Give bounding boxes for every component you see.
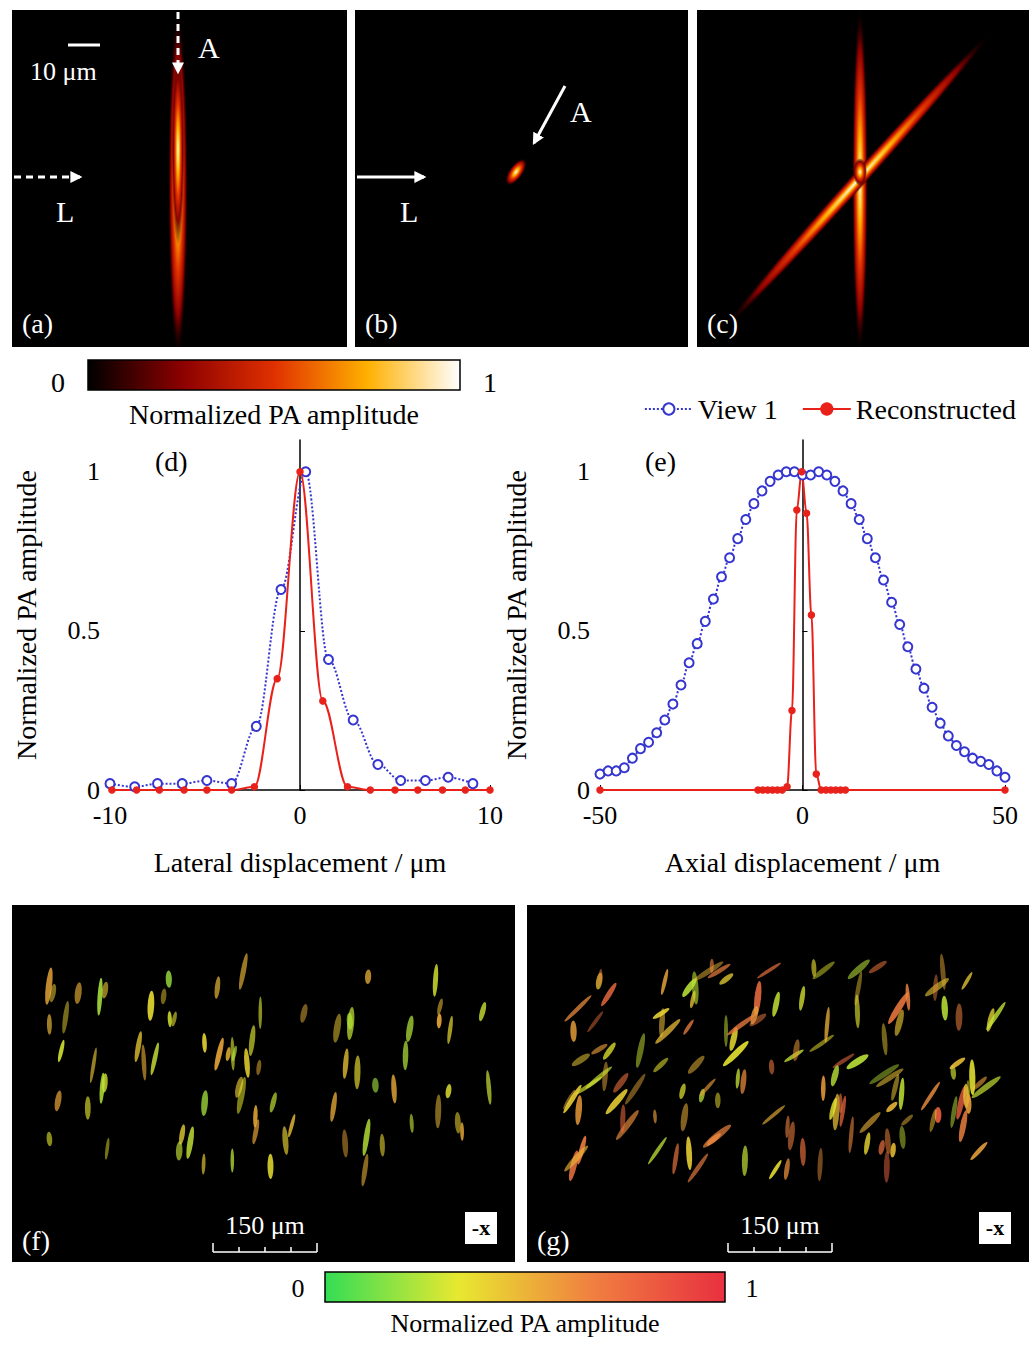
svg-text:(f): (f) xyxy=(22,1225,50,1256)
svg-text:0: 0 xyxy=(577,775,590,805)
svg-text:(g): (g) xyxy=(537,1225,570,1256)
svg-text:(a): (a) xyxy=(22,308,53,339)
svg-text:1: 1 xyxy=(577,457,590,486)
svg-text:Normalized PA amplitude: Normalized PA amplitude xyxy=(129,399,419,430)
svg-text:0.5: 0.5 xyxy=(68,616,101,645)
svg-text:Lateral displacement / μm: Lateral displacement / μm xyxy=(154,847,447,878)
svg-text:150 μm: 150 μm xyxy=(740,1211,820,1240)
svg-text:(d): (d) xyxy=(155,446,188,477)
svg-text:1: 1 xyxy=(87,457,100,486)
svg-text:L: L xyxy=(56,195,74,228)
svg-text:0: 0 xyxy=(292,1274,305,1303)
svg-text:-x: -x xyxy=(986,1215,1004,1240)
svg-text:View 1: View 1 xyxy=(698,394,778,425)
svg-text:10 μm: 10 μm xyxy=(30,57,97,86)
svg-text:-x: -x xyxy=(472,1215,490,1240)
svg-text:Reconstructed: Reconstructed xyxy=(856,394,1016,425)
svg-text:(e): (e) xyxy=(645,446,676,477)
svg-text:Axial displacement / μm: Axial displacement / μm xyxy=(665,847,941,878)
svg-text:0.5: 0.5 xyxy=(558,616,591,645)
svg-text:-50: -50 xyxy=(583,801,618,830)
svg-text:0: 0 xyxy=(796,801,809,830)
svg-text:A: A xyxy=(198,31,220,64)
svg-text:Normalized PA amplitude: Normalized PA amplitude xyxy=(11,470,42,760)
svg-text:0: 0 xyxy=(87,775,100,805)
svg-text:10: 10 xyxy=(477,801,503,830)
svg-text:0: 0 xyxy=(51,367,65,398)
svg-text:Normalized PA amplitude: Normalized PA amplitude xyxy=(390,1309,659,1338)
svg-text:Normalized PA amplitude: Normalized PA amplitude xyxy=(501,470,532,760)
svg-text:50: 50 xyxy=(992,801,1018,830)
svg-text:-10: -10 xyxy=(93,801,128,830)
svg-text:L: L xyxy=(400,195,418,228)
svg-text:0: 0 xyxy=(294,801,307,830)
svg-text:(b): (b) xyxy=(365,308,398,339)
svg-text:1: 1 xyxy=(483,367,497,398)
svg-text:1: 1 xyxy=(746,1274,759,1303)
svg-text:A: A xyxy=(570,95,592,128)
svg-text:150 μm: 150 μm xyxy=(225,1211,305,1240)
svg-text:(c): (c) xyxy=(707,308,738,339)
